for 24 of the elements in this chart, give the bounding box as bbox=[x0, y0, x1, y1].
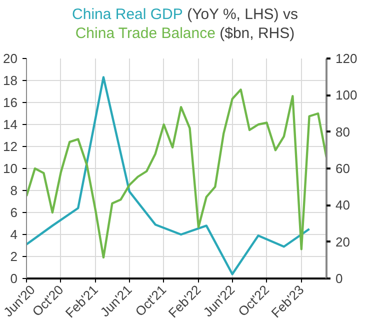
y-tick-label: 14 bbox=[3, 117, 18, 132]
y-tick-label: 6 bbox=[10, 205, 18, 220]
y-tick-label: 18 bbox=[3, 73, 18, 88]
y2-tick-label: 20 bbox=[336, 234, 350, 250]
y2-tick-label: 0 bbox=[336, 271, 343, 286]
y2-tick-label: 40 bbox=[336, 198, 350, 213]
y-tick-label: 8 bbox=[10, 183, 18, 198]
y-tick-label: 0 bbox=[10, 271, 18, 286]
y-tick-label: 4 bbox=[10, 227, 18, 242]
line-series bbox=[26, 76, 310, 276]
y2-tick-label: 120 bbox=[336, 51, 358, 66]
chart-title: (YoY %, LHS) vs bbox=[187, 5, 298, 24]
y-tick-label: 2 bbox=[10, 249, 18, 264]
chart-subtitle: ($bn, RHS) bbox=[220, 24, 295, 43]
y2-tick-label: 80 bbox=[336, 124, 350, 140]
y2-tick-label: 100 bbox=[336, 88, 358, 103]
y-tick-label: 10 bbox=[3, 161, 18, 176]
text: China Trade Balance bbox=[75, 24, 216, 43]
text: China Real GDP bbox=[72, 5, 183, 24]
y-tick-label: 20 bbox=[3, 51, 18, 66]
line-series bbox=[26, 88, 326, 259]
y2-tick-label: 60 bbox=[336, 161, 350, 176]
y-tick-label: 16 bbox=[3, 95, 18, 110]
y-tick-label: 12 bbox=[3, 139, 18, 154]
